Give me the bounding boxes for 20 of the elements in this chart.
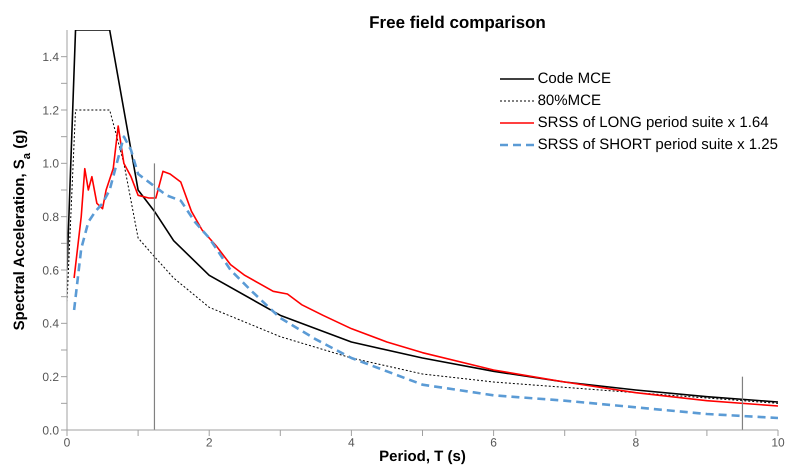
x-tick-label: 2 [206,436,213,450]
y-tick-label: 0.4 [42,316,60,331]
y-tick-label: 0.6 [42,263,60,278]
x-tick-label: 10 [771,436,785,450]
legend-label: SRSS of SHORT period suite x 1.25 [538,135,778,155]
legend-label: SRSS of LONG period suite x 1.64 [538,113,769,133]
y-tick-label: 0.0 [42,423,60,438]
legend-label: 80%MCE [538,91,601,111]
x-tick-label: 4 [348,436,356,450]
x-tick-label: 8 [632,436,640,450]
x-tick-label: 6 [490,436,498,450]
y-tick-label: 1.4 [42,50,60,64]
y-tick-label: 1.2 [42,103,60,118]
y-tick-label: 1.0 [42,156,60,171]
y-tick-label: 0.8 [42,210,60,224]
legend-label: Code MCE [538,69,611,89]
x-axis-title: Period, T (s) [379,448,466,465]
y-tick-label: 0.2 [42,370,60,384]
chart-title: Free field comparison [369,13,546,32]
x-tick-label: 0 [64,436,71,450]
